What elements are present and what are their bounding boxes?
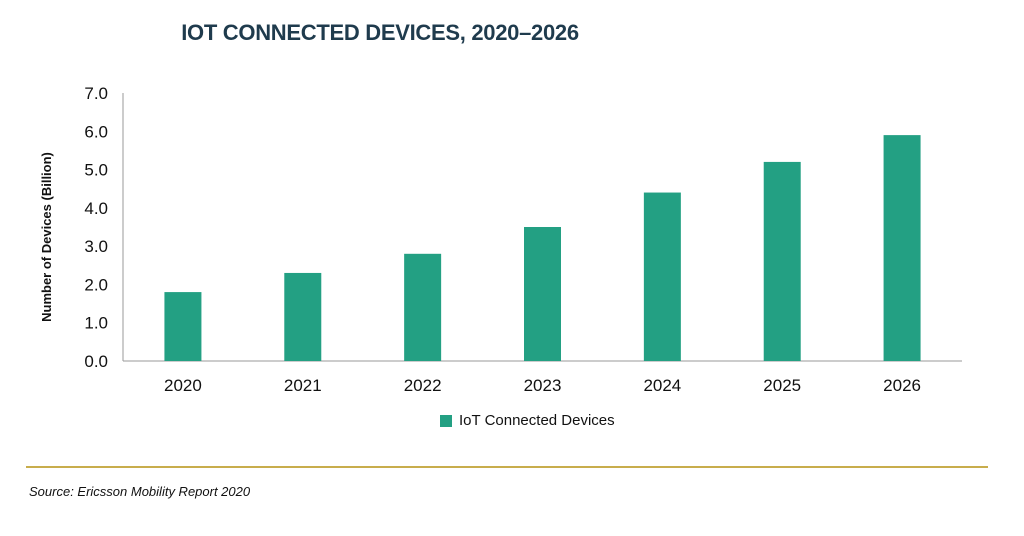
y-tick-label: 7.0 (84, 84, 108, 103)
legend-swatch (440, 414, 452, 427)
y-tick-label: 3.0 (84, 237, 108, 256)
y-tick-label: 1.0 (84, 314, 108, 333)
bar-2020 (164, 292, 202, 361)
chart-title: IOT CONNECTED DEVICES, 2020–2026 (181, 20, 579, 45)
chart-plot: 0.0 1.0 2.0 3.0 4.0 5.0 6.0 7.0 Number of Device… (39, 84, 962, 395)
divider-line (26, 466, 988, 468)
bar-2026 (883, 135, 921, 361)
x-tick-label: 2022 (404, 376, 442, 395)
y-tick-label: 5.0 (84, 161, 108, 180)
legend-label: IoT Connected Devices (459, 412, 615, 429)
x-tick-label: 2021 (284, 376, 322, 395)
source-note: Source: Ericsson Mobility Report 2020 (29, 484, 251, 499)
y-axis-title: Number of Devices (Billion) (39, 152, 54, 322)
y-tick-label: 6.0 (84, 122, 108, 141)
x-tick-label: 2020 (164, 376, 202, 395)
bar-2022 (404, 253, 442, 361)
x-tick-label: 2026 (883, 376, 921, 395)
bar-2023 (524, 227, 561, 361)
legend: IoT Connected Devices (440, 412, 615, 429)
x-tick-label: 2023 (524, 376, 562, 395)
y-tick-label: 4.0 (84, 199, 108, 218)
x-tick-label: 2024 (643, 376, 681, 395)
bar-2021 (284, 272, 322, 361)
bar-2024 (643, 192, 681, 361)
y-tick-label: 2.0 (84, 275, 108, 294)
x-tick-label: 2025 (763, 376, 801, 395)
bar-2025 (763, 161, 801, 361)
y-tick-label: 0.0 (84, 352, 108, 371)
